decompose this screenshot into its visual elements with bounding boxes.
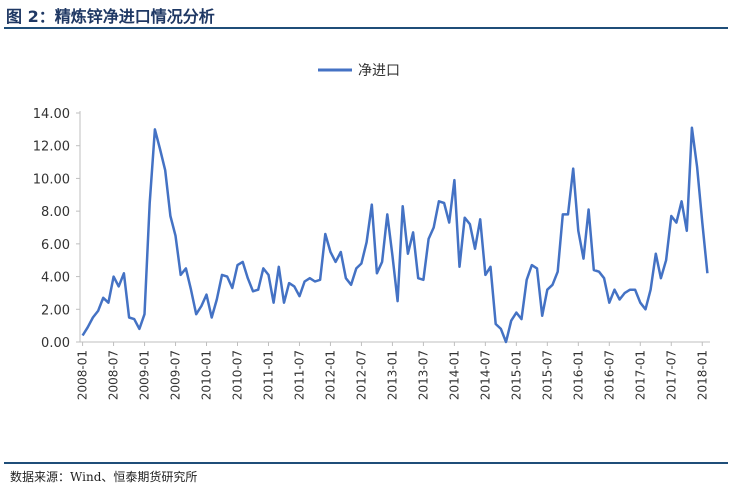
x-tick-label: 2015-01 [509,350,523,400]
y-tick-label: 8.00 [41,205,70,220]
y-axis-ticks: 0.00 2.00 4.00 6.00 8.00 10.00 12.00 14.00 [33,107,80,351]
x-tick-label: 2016-01 [571,350,585,400]
y-tick-label: 12.00 [33,140,70,155]
title-rule [4,27,728,29]
legend-label: 净进口 [358,63,400,79]
footer-rule [4,462,728,464]
y-tick-label: 10.00 [33,172,70,187]
x-tick-label: 2014-01 [447,350,461,400]
figure-title: 图 2：精炼锌净进口情况分析 [6,7,215,26]
x-tick-label: 2012-01 [323,350,337,400]
x-axis-ticks: 2008-01 2008-07 2009-01 2009-07 2010-01 2010-… [76,342,709,400]
y-tick-label: 14.00 [33,107,70,122]
x-tick-label: 2017-01 [633,350,647,400]
x-tick-label: 2012-07 [354,350,368,400]
net-import-line-chart: 净进口 0.002.004.006.008.0010.0012.0014.00 … [33,63,710,400]
x-tick-label: 2009-07 [169,350,183,400]
x-tick-label: 2014-07 [478,350,492,400]
x-tick-label: 2017-07 [664,350,678,400]
x-tick-label: 2009-01 [138,350,152,400]
y-tick-label: 4.00 [41,271,70,286]
x-tick-label: 2015-07 [540,350,554,400]
x-tick-label: 2011-01 [261,350,275,400]
y-tick-label: 6.00 [41,238,70,253]
source-note: 数据来源：Wind、恒泰期货研究所 [10,470,198,484]
x-tick-label: 2016-07 [602,350,616,400]
x-tick-label: 2011-07 [292,350,306,400]
y-tick-label: 2.00 [41,303,70,318]
x-tick-label: 2018-01 [695,350,709,400]
y-tick-label: 0.00 [41,336,70,351]
chart-legend: 净进口 [318,63,400,79]
x-tick-label: 2010-01 [200,350,214,400]
series-line-net-import [81,126,709,344]
x-tick-label: 2010-07 [231,350,245,400]
x-tick-label: 2008-01 [76,350,90,400]
chart-axes [79,111,710,343]
x-tick-label: 2008-07 [107,350,121,400]
x-tick-label: 2013-07 [416,350,430,400]
x-tick-label: 2013-01 [385,350,399,400]
